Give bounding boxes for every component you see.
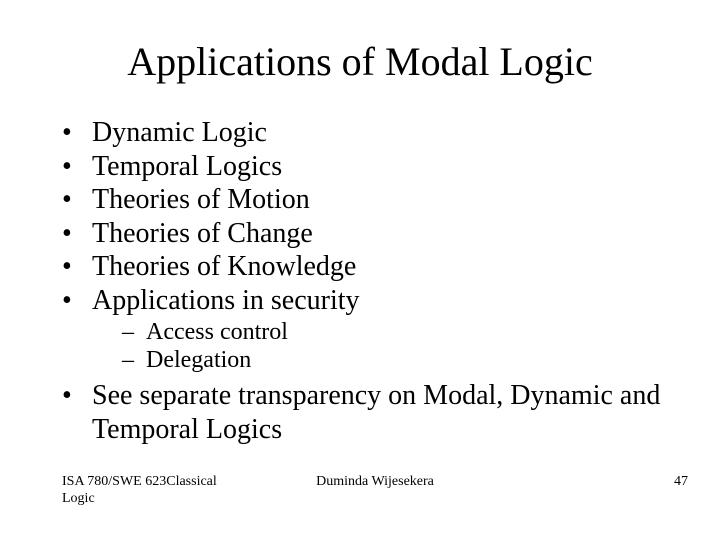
slide-title: Applications of Modal Logic	[0, 38, 720, 85]
list-item: Temporal Logics	[62, 150, 680, 184]
slide-body: Dynamic Logic Temporal Logics Theories o…	[62, 116, 680, 446]
list-item: Theories of Change	[62, 217, 680, 251]
list-item: Applications in security Access control …	[62, 284, 680, 375]
bullet-text: Dynamic Logic	[92, 117, 267, 148]
bullet-text: Applications in security	[92, 285, 360, 316]
bullet-text: Delegation	[146, 347, 251, 373]
slide: Applications of Modal Logic Dynamic Logi…	[0, 0, 720, 540]
bullet-text: See separate transparency on Modal, Dyna…	[92, 380, 660, 445]
list-item: Theories of Knowledge	[62, 250, 680, 284]
list-item: Delegation	[92, 346, 680, 375]
bullet-text: Theories of Change	[92, 218, 313, 249]
list-item: See separate transparency on Modal, Dyna…	[62, 379, 680, 446]
list-item: Access control	[92, 318, 680, 347]
bullet-list: Dynamic Logic Temporal Logics Theories o…	[62, 116, 680, 446]
list-item: Dynamic Logic	[62, 116, 680, 150]
sub-bullet-list: Access control Delegation	[92, 318, 680, 376]
bullet-text: Temporal Logics	[92, 151, 282, 182]
footer-center: Duminda Wijesekera	[62, 474, 688, 490]
footer-right: 47	[674, 474, 688, 490]
list-item: Theories of Motion	[62, 183, 680, 217]
bullet-text: Access control	[146, 319, 288, 345]
bullet-text: Theories of Motion	[92, 184, 310, 215]
bullet-text: Theories of Knowledge	[92, 251, 356, 282]
slide-footer: ISA 780/SWE 623Classical Logic Duminda W…	[62, 474, 688, 510]
